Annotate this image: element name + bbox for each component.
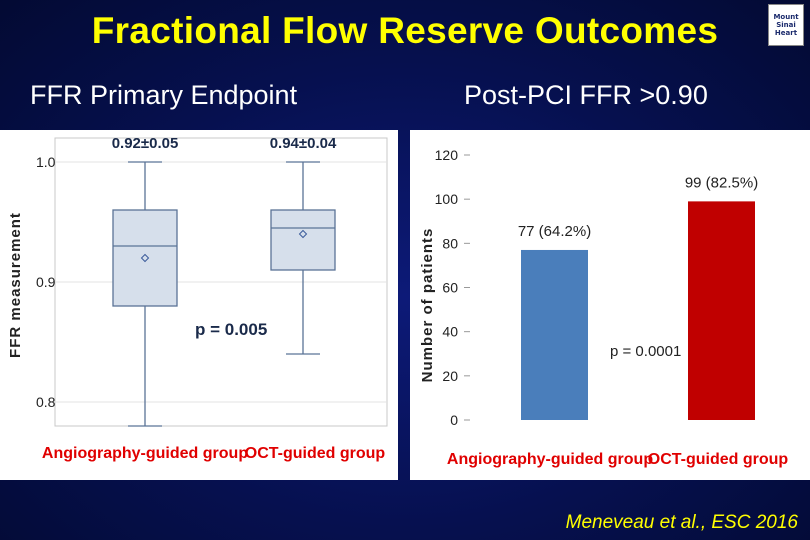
logo-line-1: Mount (773, 13, 799, 21)
boxplot-mean-marker (140, 253, 150, 263)
bar-ytick-label: 20 (442, 368, 458, 384)
slide-title: Fractional Flow Reserve Outcomes (91, 10, 719, 51)
bar-category-label: OCT-guided group (648, 451, 789, 468)
bar (688, 201, 755, 420)
boxplot-chart: FFR measurement 0.8 0.9 1.0 0.92±0.05 0.94±… (7, 135, 388, 462)
bar-ylabel: Number of patients (419, 228, 436, 383)
boxplot-ytick-label: 1.0 (36, 154, 56, 170)
boxplot-mean-marker (298, 229, 308, 239)
boxplot-value-label: 0.92±0.05 (112, 135, 179, 152)
bar-ytick-label: 120 (435, 147, 459, 163)
boxplot-ytick-label: 0.9 (36, 274, 56, 290)
boxplot-category-label: OCT-guided group (245, 445, 386, 462)
bar-category-label: Angiography-guided group (447, 451, 653, 468)
boxplot-value-label: 0.94±0.04 (270, 135, 337, 152)
bar-value-label: 77 (64.2%) (518, 223, 591, 240)
bar-value-label: 99 (82.5%) (685, 174, 758, 191)
boxplot-panel: FFR measurement 0.8 0.9 1.0 0.92±0.05 0.94±… (0, 130, 398, 480)
bar-ytick-label: 60 (442, 280, 458, 296)
bar-chart: Number of patients 0 20 40 60 80 100 120 77 (6… (419, 147, 789, 468)
boxplot-annotation: p = 0.005 (195, 320, 267, 339)
boxplot-box (112, 209, 178, 307)
boxplot-category-label: Angiography-guided group (42, 445, 248, 462)
logo-line-3: Heart (774, 29, 798, 37)
right-subtitle: Post-PCI FFR >0.90 (464, 80, 708, 110)
bar-ytick-label: 0 (450, 412, 458, 428)
bar-ytick-label: 40 (442, 324, 458, 340)
logo: Mount Sinai Heart (768, 4, 804, 46)
bar-ytick-label: 80 (442, 235, 458, 251)
bar (521, 249, 588, 420)
boxplot-box (270, 209, 336, 271)
citation: Meneveau et al., ESC 2016 (565, 512, 798, 533)
left-subtitle: FFR Primary Endpoint (30, 80, 298, 110)
bar-panel: Number of patients 0 20 40 60 80 100 120 77 (6… (410, 130, 810, 480)
bar-ytick-label: 100 (435, 191, 459, 207)
logo-line-2: Sinai (776, 21, 796, 29)
boxplot-ytick-label: 0.8 (36, 394, 56, 410)
boxplot-ylabel: FFR measurement (7, 212, 24, 358)
bar-annotation: p = 0.0001 (610, 343, 681, 360)
